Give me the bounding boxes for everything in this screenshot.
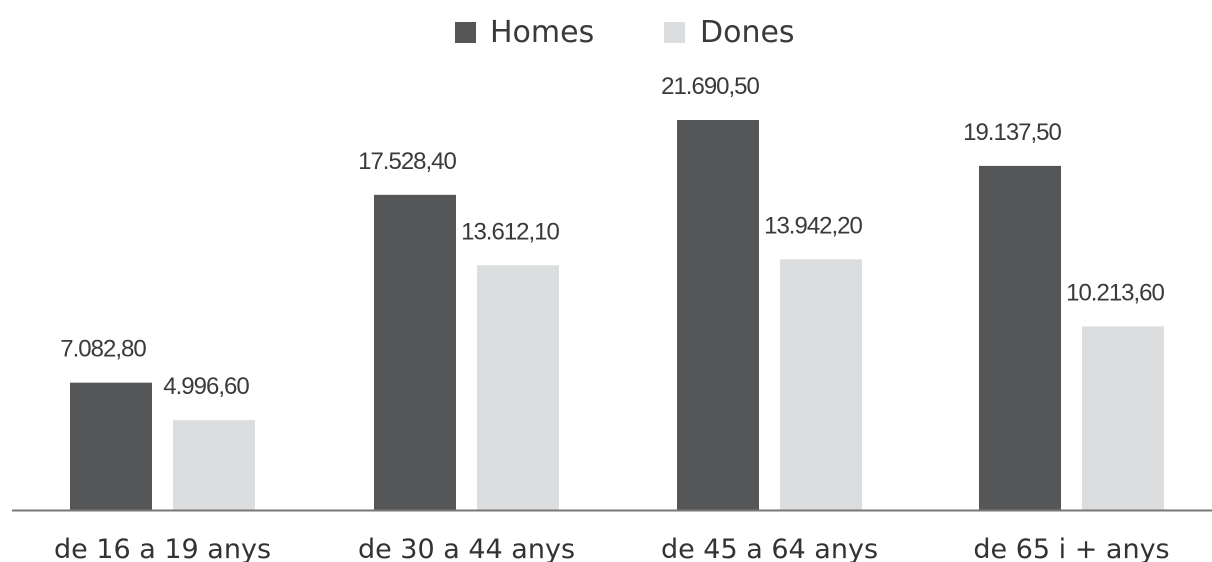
category-label-2: de 45 a 64 anys bbox=[661, 534, 878, 562]
data-label-dones-3: 10.213,60 bbox=[1066, 279, 1164, 306]
bar-dones-1 bbox=[477, 265, 559, 510]
bar-homes-0 bbox=[70, 382, 152, 510]
legend-swatch-homes bbox=[455, 22, 476, 43]
data-label-homes-3: 19.137,50 bbox=[963, 119, 1061, 146]
category-label-0: de 16 a 19 anys bbox=[54, 534, 271, 562]
data-label-dones-1: 13.612,10 bbox=[461, 218, 559, 245]
bar-dones-3 bbox=[1082, 326, 1164, 510]
bar-dones-2 bbox=[780, 259, 862, 510]
data-labels: 7.082,80 17.528,40 21.690,50 19.137,50 4.996… bbox=[60, 73, 1165, 400]
category-label-3: de 65 i + anys bbox=[973, 534, 1169, 562]
legend-label-homes: Homes bbox=[490, 15, 594, 50]
data-label-dones-0: 4.996,60 bbox=[163, 373, 249, 400]
category-label-1: de 30 a 44 anys bbox=[358, 534, 575, 562]
legend-swatch-dones bbox=[664, 22, 685, 43]
data-label-dones-2: 13.942,20 bbox=[764, 212, 862, 239]
bar-homes-2 bbox=[677, 120, 759, 510]
legend-label-dones: Dones bbox=[700, 15, 795, 50]
bar-dones-0 bbox=[173, 420, 255, 510]
data-label-homes-0: 7.082,80 bbox=[60, 336, 146, 363]
data-label-homes-2: 21.690,50 bbox=[661, 73, 759, 100]
bar-homes-3 bbox=[979, 165, 1061, 510]
bars bbox=[70, 120, 1164, 510]
data-label-homes-1: 17.528,40 bbox=[358, 148, 456, 175]
category-labels: de 16 a 19 anys de 30 a 44 anys de 45 a 64… bbox=[54, 534, 1170, 562]
bar-homes-1 bbox=[374, 194, 456, 510]
legend: Homes Dones bbox=[455, 15, 795, 50]
